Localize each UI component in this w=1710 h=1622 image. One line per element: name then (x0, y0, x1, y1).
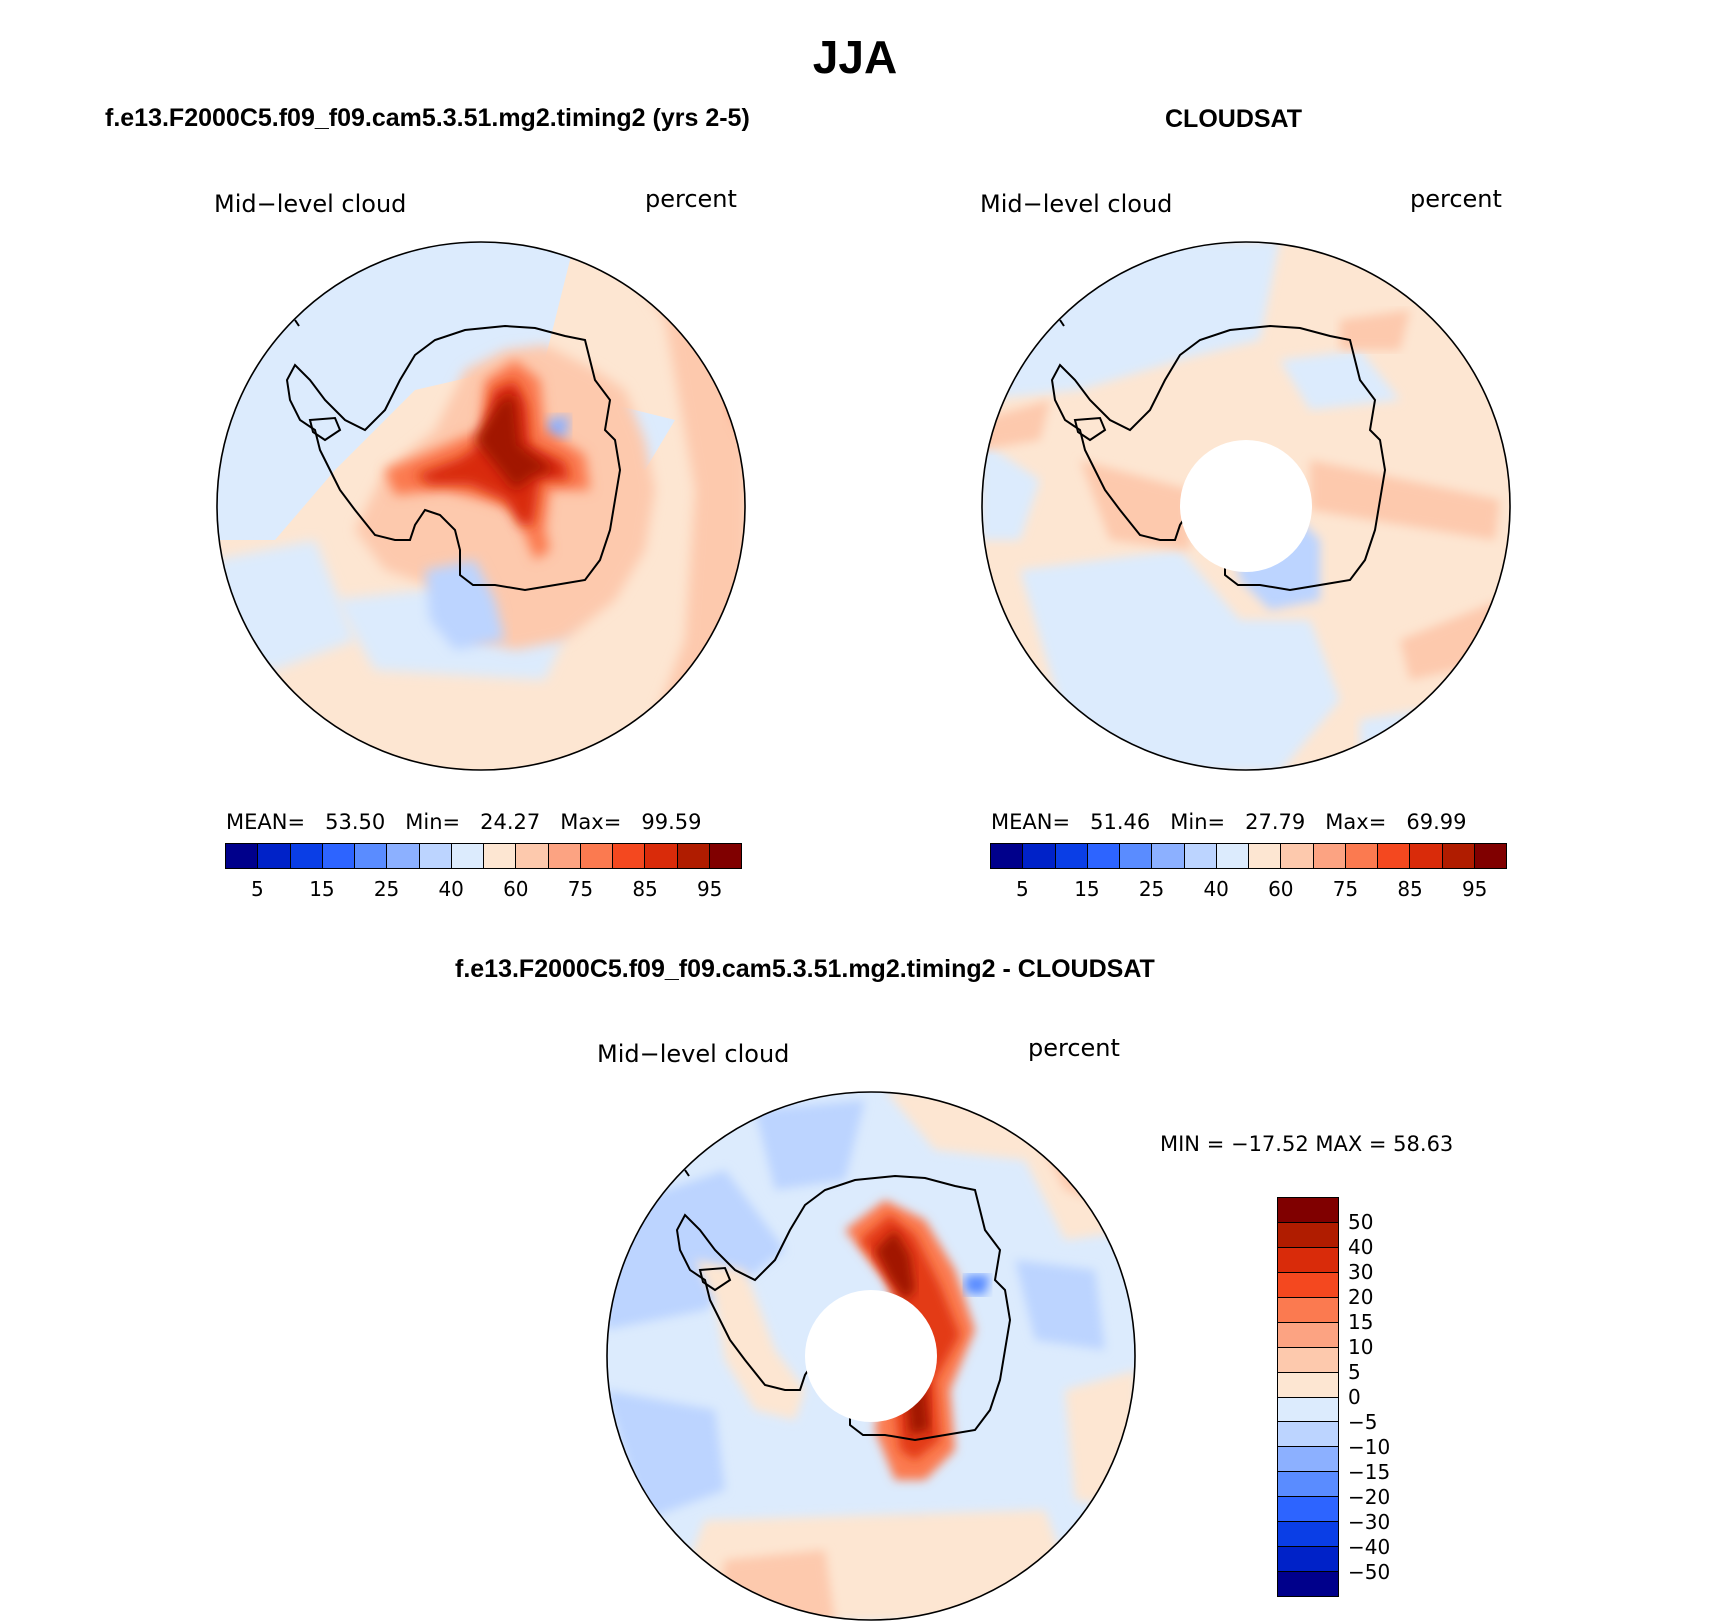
colorbar-swatch (484, 844, 517, 868)
panel-1-colorbar (225, 843, 742, 869)
colorbar-tick-label: 25 (373, 877, 400, 901)
colorbar-swatch (1278, 1422, 1338, 1448)
panel-2-stats: MEAN= 51.46 Min= 27.79 Max= 69.99 (991, 810, 1467, 834)
colorbar-swatch (1278, 1222, 1338, 1248)
colorbar-tick-label: 10 (1348, 1335, 1374, 1359)
colorbar-tick-label: 40 (438, 877, 464, 901)
colorbar-swatch (709, 844, 741, 868)
colorbar-tick-label: 50 (1348, 1210, 1374, 1234)
colorbar-tick-label: −40 (1348, 1535, 1391, 1559)
colorbar-swatch (1278, 1397, 1338, 1423)
colorbar-tick-label: 75 (1332, 877, 1359, 901)
colorbar-tick-label: −50 (1348, 1560, 1391, 1584)
colorbar-tick-label: 5 (1015, 877, 1029, 901)
colorbar-tick-label: 15 (309, 877, 335, 901)
colorbar-swatch (1278, 1247, 1338, 1273)
colorbar-swatch (322, 844, 355, 868)
colorbar-tick-label: 40 (1203, 877, 1229, 901)
colorbar-swatch (258, 844, 291, 868)
colorbar-swatch (419, 844, 452, 868)
colorbar-tick-label: 75 (567, 877, 594, 901)
panel-1-stats: MEAN= 53.50 Min= 24.27 Max= 99.59 (226, 810, 702, 834)
panel-3-title: f.e13.F2000C5.f09_f09.cam5.3.51.mg2.timi… (455, 955, 1155, 983)
panel-2-title: CLOUDSAT (1165, 105, 1303, 133)
colorbar-swatch (355, 844, 388, 868)
colorbar-swatch (1278, 1322, 1338, 1348)
colorbar-swatch (677, 844, 710, 868)
colorbar-swatch (1087, 844, 1120, 868)
colorbar-swatch (516, 844, 549, 868)
colorbar-swatch (1278, 1547, 1338, 1573)
panel-3-colorbar (1277, 1197, 1339, 1597)
colorbar-swatch (1055, 844, 1088, 868)
colorbar-swatch (1249, 844, 1282, 868)
page-title: JJA (812, 31, 898, 83)
colorbar-swatch (1345, 844, 1378, 868)
colorbar-swatch (1278, 1497, 1338, 1523)
colorbar-swatch (1152, 844, 1185, 868)
colorbar-swatch (1278, 1372, 1338, 1398)
colorbar-tick-label: 15 (1074, 877, 1100, 901)
colorbar-tick-label: 20 (1348, 1285, 1374, 1309)
map-cloudsat (981, 241, 1511, 771)
panel-2-units-label: percent (1410, 185, 1502, 213)
colorbar-swatch (290, 844, 323, 868)
colorbar-swatch (1278, 1447, 1338, 1473)
colorbar-swatch (1281, 844, 1314, 868)
colorbar-swatch (387, 844, 420, 868)
colorbar-swatch (1410, 844, 1443, 868)
colorbar-tick-label: 60 (503, 877, 529, 901)
colorbar-swatch (1023, 844, 1056, 868)
colorbar-swatch (1378, 844, 1411, 868)
colorbar-tick-label: −20 (1348, 1485, 1391, 1509)
map-model (216, 241, 746, 771)
colorbar-tick-label: −15 (1348, 1460, 1391, 1484)
colorbar-swatch (548, 844, 581, 868)
colorbar-tick-label: 5 (250, 877, 264, 901)
panel-1-variable-label: Mid−level cloud (214, 190, 407, 218)
colorbar-swatch (1278, 1572, 1338, 1596)
colorbar-tick-label: 30 (1348, 1260, 1374, 1284)
colorbar-tick-label: −10 (1348, 1435, 1391, 1459)
colorbar-swatch (1278, 1198, 1338, 1223)
panel-1-units-label: percent (645, 185, 737, 213)
colorbar-swatch (1474, 844, 1506, 868)
panel-3-stats: MIN = −17.52 MAX = 58.63 (1160, 1132, 1454, 1156)
colorbar-swatch (451, 844, 484, 868)
colorbar-tick-label: −30 (1348, 1510, 1391, 1534)
colorbar-swatch (1442, 844, 1475, 868)
colorbar-swatch (1278, 1347, 1338, 1373)
colorbar-tick-label: 40 (1348, 1235, 1374, 1259)
panel-3-variable-label: Mid−level cloud (597, 1040, 790, 1068)
panel-2-colorbar (990, 843, 1507, 869)
colorbar-swatch (1278, 1272, 1338, 1298)
colorbar-tick-label: 25 (1138, 877, 1165, 901)
colorbar-swatch (1278, 1297, 1338, 1323)
colorbar-tick-label: 95 (1461, 877, 1488, 901)
panel-2-variable-label: Mid−level cloud (980, 190, 1173, 218)
colorbar-tick-label: 95 (696, 877, 723, 901)
colorbar-tick-label: 0 (1348, 1385, 1361, 1409)
colorbar-tick-label: −5 (1348, 1410, 1378, 1434)
colorbar-swatch (1216, 844, 1249, 868)
colorbar-swatch (1120, 844, 1153, 868)
colorbar-tick-label: 85 (1397, 877, 1423, 901)
colorbar-swatch (1278, 1472, 1338, 1498)
panel-3-units-label: percent (1028, 1034, 1120, 1062)
colorbar-tick-label: 15 (1348, 1310, 1374, 1334)
colorbar-tick-label: 5 (1348, 1360, 1361, 1384)
colorbar-swatch (580, 844, 613, 868)
colorbar-tick-label: 60 (1268, 877, 1294, 901)
colorbar-swatch (645, 844, 678, 868)
colorbar-swatch (226, 844, 259, 868)
colorbar-swatch (1184, 844, 1217, 868)
colorbar-tick-label: 85 (632, 877, 658, 901)
colorbar-swatch (1313, 844, 1346, 868)
colorbar-swatch (991, 844, 1024, 868)
colorbar-swatch (613, 844, 646, 868)
panel-1-title: f.e13.F2000C5.f09_f09.cam5.3.51.mg2.timi… (105, 104, 750, 132)
colorbar-swatch (1278, 1522, 1338, 1548)
map-difference (606, 1091, 1136, 1621)
